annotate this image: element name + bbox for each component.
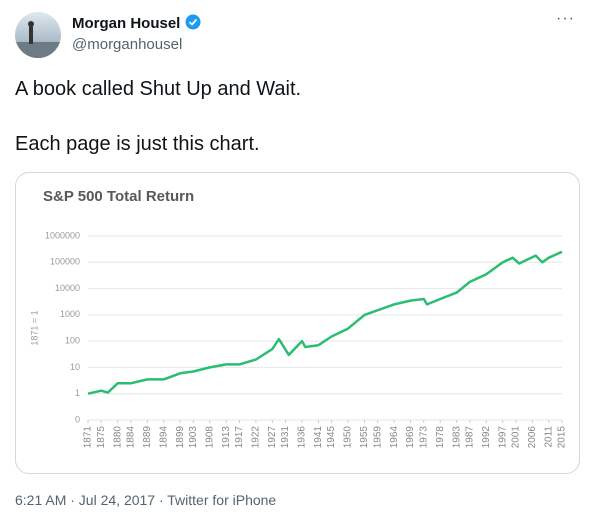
tweet-text: Each page is just this chart. — [15, 133, 260, 155]
x-tick-label: 1889 — [142, 426, 153, 449]
x-tick-label: 1884 — [125, 426, 136, 449]
x-tick-label: 1983 — [451, 426, 462, 449]
x-tick-label: 1987 — [464, 426, 475, 449]
media-card[interactable] — [15, 172, 580, 474]
x-tick-label: 1959 — [372, 426, 383, 449]
display-name[interactable]: Morgan Housel — [72, 14, 201, 32]
x-tick-label: 1880 — [112, 426, 123, 449]
handle[interactable]: @morganhousel — [72, 36, 183, 53]
y-tick-label: 100000 — [50, 257, 80, 267]
x-tick-label: 1917 — [234, 426, 245, 449]
x-tick-label: 1950 — [343, 426, 354, 449]
x-tick-label: 1936 — [297, 426, 308, 449]
x-tick-label: 2011 — [543, 426, 554, 448]
x-tick-label: 2001 — [511, 426, 522, 449]
avatar[interactable] — [15, 12, 61, 58]
more-menu[interactable]: ··· — [556, 10, 575, 27]
y-tick-label: 1 — [75, 388, 80, 398]
x-tick-label: 1913 — [221, 426, 232, 449]
x-tick-label: 1941 — [313, 426, 324, 449]
x-tick-label: 1945 — [326, 426, 337, 449]
x-tick-label: 1973 — [418, 426, 429, 449]
x-tick-label: 1894 — [158, 426, 169, 449]
x-tick-label: 1927 — [267, 426, 278, 449]
x-tick-label: 2006 — [527, 426, 538, 449]
x-tick-label: 1997 — [497, 426, 508, 449]
timestamp[interactable]: 6:21 AM · Jul 24, 2017 · Twitter for iPh… — [15, 492, 277, 508]
chart: S&P 500 Total Return 1871 = 1 0 1 10 100 100… — [29, 188, 568, 449]
x-tick-label: 1908 — [204, 426, 215, 449]
y-tick-label: 1000000 — [45, 230, 80, 240]
y-tick-label: 0 — [75, 414, 80, 424]
y-tick-label: 1000 — [60, 309, 80, 319]
x-tick-label: 1871 — [83, 426, 94, 449]
y-tick-label: 10 — [70, 362, 80, 372]
x-tick-label: 1931 — [280, 426, 291, 449]
tweet-text: A book called Shut Up and Wait. — [15, 78, 302, 100]
chart-title: S&P 500 Total Return — [43, 188, 194, 205]
x-tick-label: 1922 — [251, 426, 262, 449]
x-tick-label: 1992 — [481, 426, 492, 449]
x-tick-label: 2015 — [557, 426, 568, 449]
x-tick-label: 1978 — [435, 426, 446, 449]
y-tick-label: 100 — [65, 336, 80, 346]
verified-badge — [185, 14, 201, 30]
x-tick-label: 1899 — [175, 426, 186, 449]
y-axis-label: 1871 = 1 — [29, 310, 39, 345]
x-tick-label: 1875 — [96, 426, 107, 449]
y-tick-label: 10000 — [55, 283, 80, 293]
x-tick-label: 1955 — [359, 426, 370, 449]
data-line — [87, 250, 563, 395]
x-tick-label: 1903 — [188, 426, 199, 449]
x-tick-label: 1969 — [405, 426, 416, 449]
x-tick-label: 1964 — [389, 426, 400, 449]
